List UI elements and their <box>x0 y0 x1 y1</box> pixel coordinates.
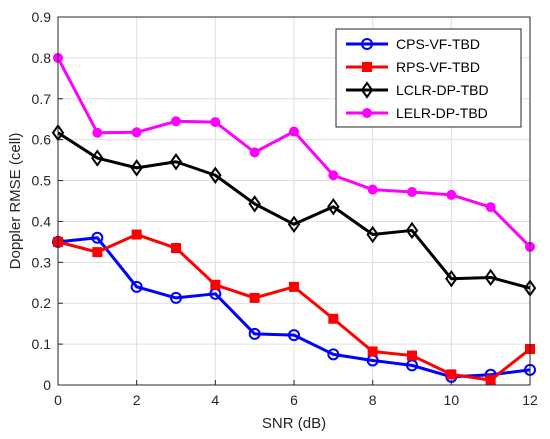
legend-swatch-marker <box>360 81 374 99</box>
data-point <box>130 159 143 177</box>
plot-frame <box>57 16 531 386</box>
legend-swatch-marker <box>362 62 372 72</box>
data-point <box>92 247 103 258</box>
data-point <box>445 269 458 288</box>
series-line <box>57 131 531 290</box>
axis-ticks: 0 2 4 6 8 10 12 0 0.1 0.2 0.3 0.4 0.5 0.6 0.7 0.8 0.9 <box>32 9 538 408</box>
data-point <box>328 313 339 324</box>
series-layer <box>51 52 537 386</box>
data-point <box>91 231 104 244</box>
data-point <box>366 225 379 244</box>
data-point <box>484 268 497 287</box>
data-point <box>288 329 300 342</box>
data-point <box>446 369 457 380</box>
data-point <box>485 202 496 213</box>
data-point <box>131 127 142 138</box>
x-tick-label: 8 <box>369 392 377 408</box>
x-tick-label: 6 <box>290 392 298 408</box>
data-point <box>91 149 104 167</box>
data-point <box>130 280 143 293</box>
data-point <box>210 117 221 128</box>
data-point <box>169 153 183 171</box>
y-tick-label: 0.2 <box>32 295 52 311</box>
data-point <box>209 166 222 184</box>
x-tick-label: 0 <box>54 392 62 408</box>
data-point <box>249 292 260 303</box>
x-tick-label: 4 <box>211 392 219 408</box>
data-point <box>367 184 378 195</box>
legend-swatch-marker <box>362 108 372 118</box>
data-point <box>327 198 340 216</box>
x-axis-label: SNR (dB) <box>262 415 326 432</box>
x-tick-label: 12 <box>522 392 538 408</box>
data-point <box>327 348 340 361</box>
data-point <box>171 243 181 254</box>
y-tick-label: 0.9 <box>32 9 52 25</box>
legend: CPS-VF-TBD RPS-VF-TBD LCLR-DP-TBD LELR-DP-T… <box>335 28 522 128</box>
y-tick-label: 0.8 <box>32 50 52 66</box>
x-tick-label: 2 <box>133 392 141 408</box>
y-tick-label: 0.6 <box>32 132 52 148</box>
data-point <box>328 170 339 181</box>
series-lelr-dp-tbd <box>53 52 535 252</box>
legend-swatch-marker <box>361 38 373 50</box>
data-point <box>170 291 182 304</box>
y-tick-label: 0 <box>43 377 51 393</box>
y-tick-label: 0.4 <box>32 213 52 229</box>
data-point <box>289 126 299 137</box>
data-point <box>367 346 378 357</box>
series-rps-vf-tbd <box>53 229 535 386</box>
data-point <box>248 195 261 213</box>
data-point <box>249 147 260 158</box>
data-point <box>287 215 301 234</box>
data-point <box>92 127 103 138</box>
data-point <box>407 350 417 361</box>
legend-label: LCLR-DP-TBD <box>396 82 489 98</box>
legend-label: CPS-VF-TBD <box>396 36 480 52</box>
x-tick-label: 10 <box>444 392 460 408</box>
data-point <box>248 327 261 340</box>
y-tick-label: 0.5 <box>32 173 52 189</box>
data-point <box>485 375 496 386</box>
y-tick-label: 0.3 <box>32 254 52 270</box>
legend-label: LELR-DP-TBD <box>396 105 488 121</box>
data-point <box>407 187 417 198</box>
data-point <box>131 229 142 240</box>
legend-label: RPS-VF-TBD <box>396 59 480 75</box>
data-point <box>405 221 419 240</box>
y-tick-label: 0.1 <box>32 336 52 352</box>
data-point <box>446 189 457 200</box>
y-tick-label: 0.7 <box>32 91 52 107</box>
data-point <box>210 279 221 290</box>
data-point <box>171 116 181 127</box>
data-point <box>289 281 299 292</box>
y-axis-label: Doppler RMSE (cell) <box>7 133 24 270</box>
